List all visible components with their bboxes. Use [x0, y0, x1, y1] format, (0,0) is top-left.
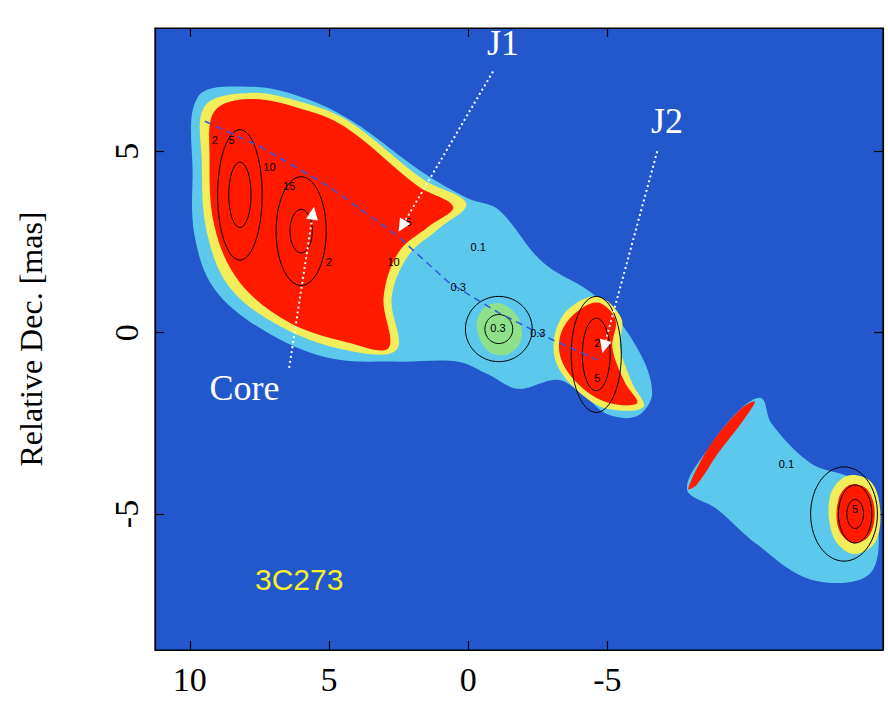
svg-text:5: 5: [108, 143, 145, 160]
svg-text:2: 2: [212, 134, 218, 146]
svg-text:0: 0: [108, 324, 145, 341]
svg-text:-5: -5: [108, 500, 145, 528]
svg-text:2: 2: [326, 256, 332, 268]
svg-text:J2: J2: [651, 101, 683, 141]
svg-text:5: 5: [228, 134, 234, 146]
svg-text:Relative Dec. [mas]: Relative Dec. [mas]: [13, 212, 49, 467]
svg-text:J1: J1: [487, 23, 519, 63]
svg-text:10: 10: [173, 661, 207, 698]
svg-text:5: 5: [594, 372, 600, 384]
svg-text:5: 5: [320, 661, 337, 698]
svg-text:5: 5: [405, 215, 412, 228]
svg-text:15: 15: [283, 180, 295, 192]
svg-text:Core: Core: [209, 368, 279, 408]
svg-text:10: 10: [387, 256, 399, 268]
svg-text:0.3: 0.3: [451, 281, 466, 293]
svg-text:10: 10: [263, 161, 275, 173]
svg-text:0.1: 0.1: [471, 241, 486, 253]
svg-text:2: 2: [594, 337, 600, 349]
svg-text:0: 0: [460, 661, 477, 698]
svg-text:0.1: 0.1: [779, 458, 794, 470]
svg-text:-5: -5: [593, 661, 621, 698]
svg-text:0.3: 0.3: [490, 322, 505, 334]
svg-text:3C273: 3C273: [255, 563, 343, 596]
svg-text:5: 5: [852, 503, 858, 515]
svg-text:0.3: 0.3: [530, 327, 545, 339]
